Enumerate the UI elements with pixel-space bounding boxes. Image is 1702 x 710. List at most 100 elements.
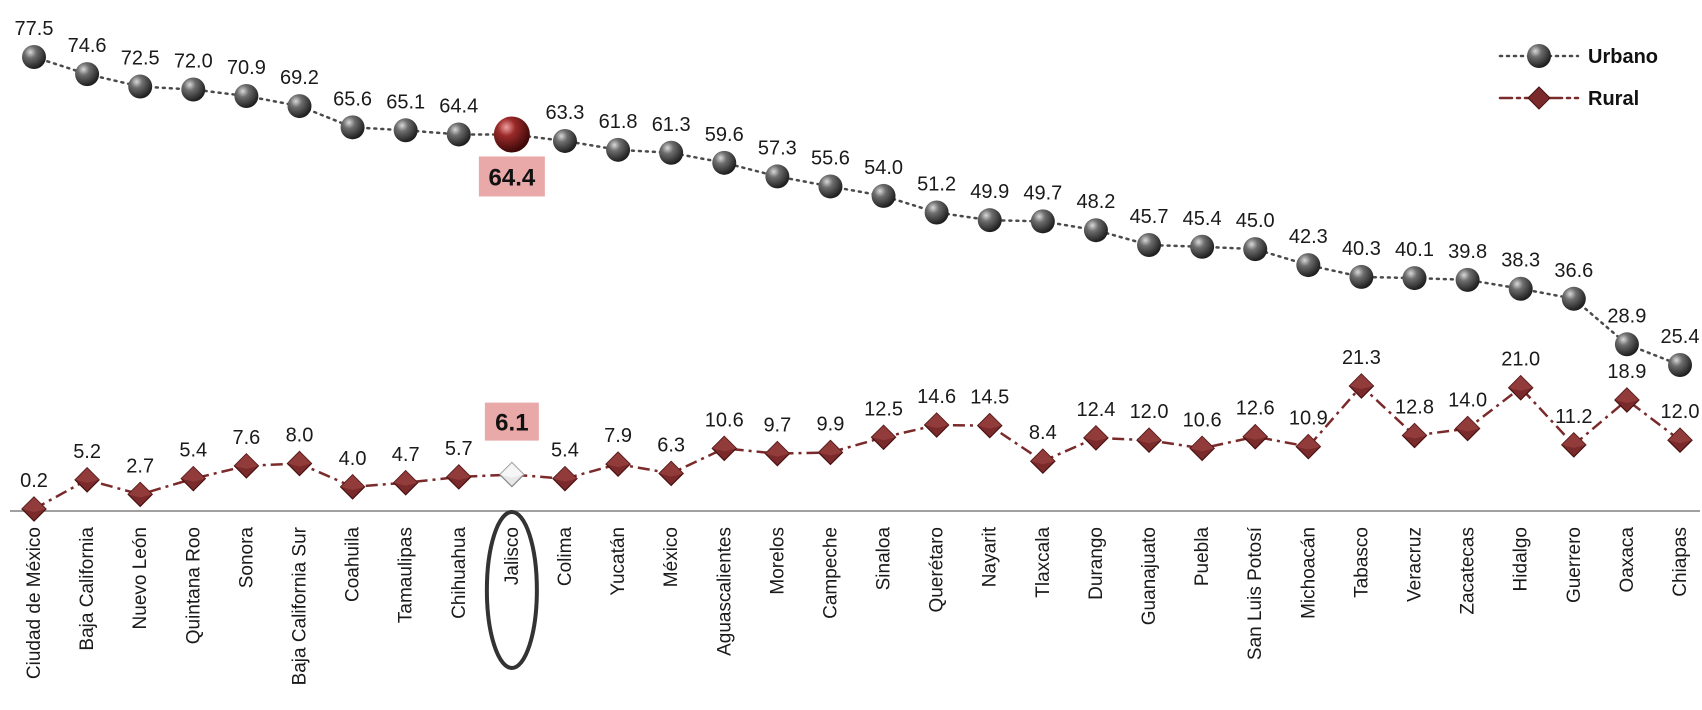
rural-value-label: 14.6 <box>917 386 956 408</box>
category-label: Oaxaca <box>1617 527 1638 593</box>
urbano-value-label: 39.8 <box>1448 241 1487 263</box>
urbano-point <box>924 200 949 225</box>
category-label: Sinaloa <box>874 527 895 591</box>
category-label: Puebla <box>1192 527 1213 587</box>
urbano-value-label: 40.1 <box>1395 239 1434 261</box>
urbano-value-label: 36.6 <box>1554 260 1593 282</box>
rural-value-label: 12.0 <box>1661 401 1700 423</box>
category-label: Colima <box>555 527 576 587</box>
rural-value-label: 4.7 <box>392 444 420 466</box>
rural-point-shine <box>287 451 312 467</box>
urbano-point <box>446 122 471 147</box>
rural-value-label: 7.9 <box>604 425 632 447</box>
category-label: Morelos <box>767 527 788 595</box>
category-label: Guanajuato <box>1139 527 1160 625</box>
category-label: Tabasco <box>1351 527 1372 598</box>
urbano-value-label: 49.7 <box>1023 182 1062 204</box>
urbano-value-label: 48.2 <box>1076 191 1115 213</box>
urbano-point <box>287 94 312 119</box>
urbano-value-label: 57.3 <box>758 137 797 159</box>
rural-value-label: 9.7 <box>763 415 791 437</box>
category-label: Coahuila <box>343 527 364 602</box>
category-label: Sonora <box>236 527 257 589</box>
rural-point-shine <box>1137 428 1162 444</box>
rural-value-label: 5.4 <box>551 440 579 462</box>
legend-label: Rural <box>1588 88 1639 110</box>
urbano-value-label: 45.4 <box>1183 208 1222 230</box>
rural-value-label: 14.0 <box>1448 390 1487 412</box>
urbano-value-label: 38.3 <box>1501 250 1540 272</box>
highlight-box-urbano <box>478 156 545 197</box>
category-label: Baja California Sur <box>289 526 310 685</box>
legend-label: Urbano <box>1588 46 1658 68</box>
rural-point-shine <box>977 413 1002 429</box>
urbano-point <box>552 128 577 153</box>
urbano-point <box>75 62 100 87</box>
urbano-point <box>977 208 1002 233</box>
urbano-point <box>1296 253 1321 278</box>
urbano-point <box>1349 264 1374 289</box>
category-label: Baja California <box>77 527 98 651</box>
rural-point-shine <box>1455 416 1480 432</box>
category-label: Yucatán <box>608 527 629 596</box>
category-labels: Ciudad de México Baja California Nuevo Leó… <box>24 510 1691 685</box>
rural-point-shine <box>712 436 737 452</box>
urbano-value-label: 25.4 <box>1661 326 1700 348</box>
urbano-point <box>1083 218 1108 243</box>
rural-point-shine <box>871 425 896 441</box>
category-label: Querétaro <box>927 527 948 613</box>
urbano-value-label: 49.9 <box>970 181 1009 203</box>
rural-value-label: 12.6 <box>1236 398 1275 420</box>
category-label: Ciudad de México <box>24 527 45 679</box>
urbano-value-label: 74.6 <box>68 35 107 57</box>
rural-point-shine <box>234 453 259 469</box>
highlight-ellipse <box>484 510 539 670</box>
legend-marker <box>1527 86 1551 110</box>
rural-value-label: 10.6 <box>705 409 744 431</box>
rural-point-shine <box>1030 449 1055 465</box>
urbano-point <box>1561 286 1586 311</box>
category-label: México <box>661 527 682 587</box>
highlight-box-rural <box>484 402 539 441</box>
urbano-point <box>1243 237 1268 262</box>
urbano-value-label: 55.6 <box>811 147 850 169</box>
urbano-point <box>606 137 631 162</box>
rural-value-label: 18.9 <box>1607 361 1646 383</box>
rural-series-line <box>33 384 1681 511</box>
rural-point-shine <box>128 482 153 498</box>
urbano-point <box>1030 209 1055 234</box>
category-label: Aguascalientes <box>714 527 735 656</box>
rural-value-label: 21.3 <box>1342 347 1381 369</box>
urbano-value-label: 42.3 <box>1289 226 1328 248</box>
urbano-value-label: 70.9 <box>227 57 266 79</box>
rural-value-label: 5.2 <box>73 441 101 463</box>
rural-value-label: 8.0 <box>286 425 314 447</box>
rural-point-shine <box>1614 387 1639 403</box>
category-label: San Luis Potosí <box>1245 526 1266 660</box>
rural-value-label: 12.4 <box>1076 399 1115 421</box>
rural-value-label: 12.0 <box>1130 401 1169 423</box>
category-label: Michoacán <box>1298 527 1319 619</box>
rural-point-shine <box>340 474 365 490</box>
rural-point-shine <box>765 441 790 457</box>
category-label: Quintana Roo <box>183 527 204 644</box>
urbano-point <box>1508 276 1533 301</box>
urbano-point <box>871 183 896 208</box>
urbano-point <box>1190 234 1215 259</box>
rural-point-shine <box>552 466 577 482</box>
rural-value-label: 10.6 <box>1183 409 1222 431</box>
rural-value-label: 21.0 <box>1501 349 1540 371</box>
category-label: Nayarit <box>980 526 1001 587</box>
urbano-value-label: 51.2 <box>917 173 956 195</box>
rural-point-shine <box>22 497 46 512</box>
urbano-point <box>1402 266 1427 291</box>
category-label: Veracruz <box>1405 527 1426 602</box>
rural-point-shine <box>1349 374 1374 389</box>
rural-point-shine <box>446 464 471 480</box>
category-label: Chiapas <box>1670 527 1691 597</box>
rural-value-label: 9.9 <box>817 413 845 435</box>
rural-point-shine <box>499 462 524 478</box>
rural-value-label: 14.5 <box>970 387 1009 409</box>
urbano-point <box>1137 232 1162 257</box>
urbano-value-label: 40.3 <box>1342 238 1381 260</box>
